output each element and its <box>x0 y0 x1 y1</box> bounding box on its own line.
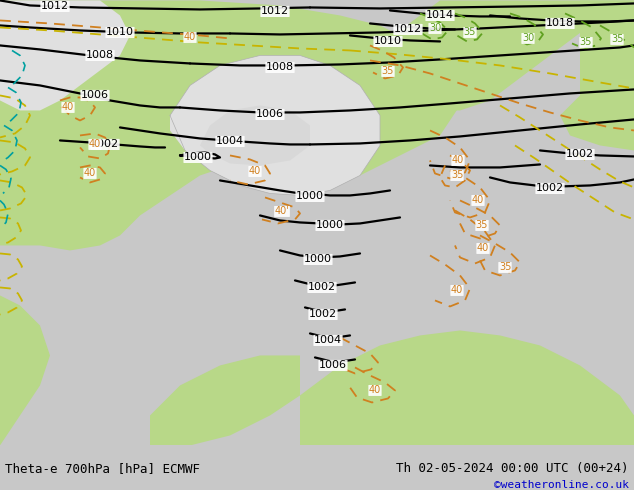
Text: 40': 40' <box>275 206 289 217</box>
Text: 1000: 1000 <box>316 220 344 230</box>
Text: 40: 40 <box>472 196 484 205</box>
Text: 35: 35 <box>464 27 476 37</box>
Text: 1006: 1006 <box>256 109 284 120</box>
Text: 35: 35 <box>382 67 394 76</box>
Text: 1012: 1012 <box>41 1 69 11</box>
Text: 35: 35 <box>451 171 463 180</box>
Text: 1012: 1012 <box>261 6 289 17</box>
Text: 1008: 1008 <box>266 62 294 73</box>
Polygon shape <box>0 0 130 110</box>
Text: 1010: 1010 <box>106 27 134 37</box>
Text: 1002: 1002 <box>566 149 594 159</box>
Text: 35: 35 <box>499 263 511 272</box>
Polygon shape <box>300 330 634 445</box>
Polygon shape <box>370 0 634 110</box>
Text: 35: 35 <box>611 34 623 45</box>
Text: 1012: 1012 <box>394 24 422 34</box>
Text: Theta-e 700hPa [hPa] ECMWF: Theta-e 700hPa [hPa] ECMWF <box>5 462 200 475</box>
Text: 40: 40 <box>249 167 261 176</box>
Text: 1000: 1000 <box>184 152 212 163</box>
Text: 40: 40 <box>184 32 196 43</box>
Polygon shape <box>560 0 634 150</box>
Text: 1000: 1000 <box>304 254 332 265</box>
Text: 30: 30 <box>429 24 441 33</box>
Text: 40: 40 <box>62 102 74 112</box>
Text: 35: 35 <box>476 220 488 230</box>
Polygon shape <box>0 295 50 445</box>
Text: 1014: 1014 <box>426 10 454 21</box>
Polygon shape <box>0 0 460 250</box>
Text: 40: 40 <box>451 286 463 295</box>
Polygon shape <box>170 55 380 196</box>
Text: 1002: 1002 <box>309 310 337 319</box>
Text: 40: 40 <box>84 169 96 178</box>
Text: 1006: 1006 <box>81 91 109 100</box>
Text: ©weatheronline.co.uk: ©weatheronline.co.uk <box>494 480 629 490</box>
Text: 40: 40 <box>477 244 489 253</box>
Text: 1002: 1002 <box>536 183 564 194</box>
Text: 1018: 1018 <box>546 19 574 28</box>
Text: 1006: 1006 <box>319 361 347 370</box>
Text: 1004: 1004 <box>314 336 342 345</box>
Polygon shape <box>200 105 310 166</box>
Text: 1002: 1002 <box>308 282 336 293</box>
Text: 40: 40 <box>369 386 381 395</box>
Text: 30: 30 <box>522 33 534 44</box>
Text: 40: 40 <box>89 140 101 149</box>
Text: 1000: 1000 <box>296 192 324 201</box>
Polygon shape <box>150 355 300 445</box>
Text: 35: 35 <box>580 37 592 48</box>
Text: 1010: 1010 <box>374 36 402 47</box>
Text: Th 02-05-2024 00:00 UTC (00+24): Th 02-05-2024 00:00 UTC (00+24) <box>396 462 629 475</box>
Text: 40: 40 <box>452 155 464 166</box>
Text: 1002: 1002 <box>91 140 119 149</box>
Text: 1004: 1004 <box>216 136 244 147</box>
Text: 1008: 1008 <box>86 50 114 60</box>
